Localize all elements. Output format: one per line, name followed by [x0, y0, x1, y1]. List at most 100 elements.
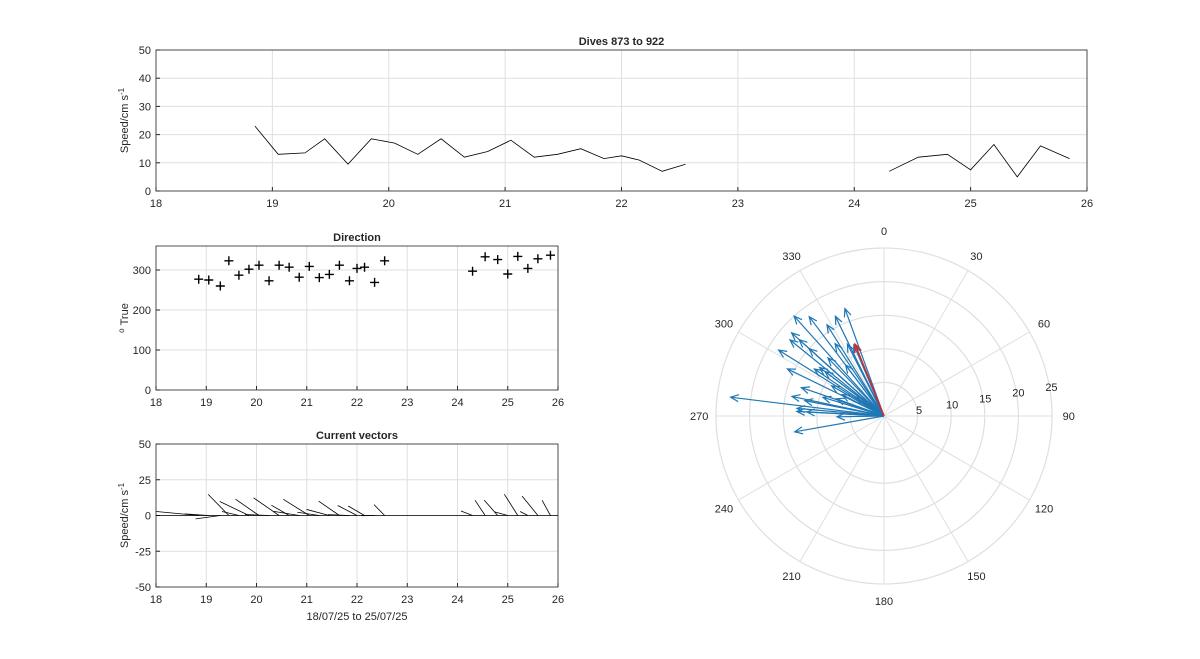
x-axis-label: 18/07/25 to 25/07/25: [307, 611, 408, 623]
x-tick-label: 21: [499, 198, 511, 210]
direction-point: [370, 277, 380, 287]
x-tick-label: 18: [150, 397, 162, 409]
current-vector-stick: [297, 511, 320, 516]
speed-line-segment: [254, 125, 686, 172]
compass-vector-arrow: [834, 314, 885, 417]
direction-point: [503, 269, 513, 279]
y-axis-label-text: Speed/cm s: [119, 490, 131, 549]
theta-tick-label: 270: [690, 411, 708, 423]
polar-ring: [748, 281, 1019, 551]
direction-point: [284, 262, 294, 272]
x-tick-label: 22: [351, 594, 363, 606]
y-tick-label: 200: [133, 305, 151, 317]
direction-point: [274, 260, 284, 270]
direction-point: [224, 256, 234, 266]
x-tick-label: 23: [401, 397, 413, 409]
direction-point: [244, 264, 254, 274]
y-tick-label: 0: [145, 385, 151, 397]
y-axis-label: Speed/cm s-1: [117, 87, 131, 153]
current-vector-stick: [521, 495, 539, 516]
x-tick-label: 23: [732, 198, 744, 210]
y-axis-label: Speed/cm s-1: [117, 482, 131, 548]
y-tick-label: 50: [139, 45, 151, 57]
compass-vector-arrow: [835, 412, 885, 421]
current-vector-stick: [318, 500, 340, 516]
y-tick-label: 20: [139, 130, 151, 142]
current-vector-stick: [474, 499, 486, 516]
x-tick-label: 24: [451, 397, 463, 409]
polar-ring: [715, 247, 1053, 585]
compass-polar-panel: 0 30 60 90 120 150 180 210 240 270 300 330 5 10 15 20 25: [690, 226, 1075, 608]
y-tick-label: -50: [135, 582, 151, 594]
x-tick-label: 22: [351, 397, 363, 409]
current-vector-stick: [253, 497, 280, 516]
axes-box: [155, 49, 1088, 192]
theta-tick-label: 120: [1035, 503, 1053, 515]
direction-point: [234, 270, 244, 280]
x-tick-label: 18: [150, 594, 162, 606]
compass-vector-arrow: [826, 323, 885, 417]
direction-point: [314, 273, 324, 283]
r-tick-label: 15: [979, 393, 991, 405]
x-tick-label: 22: [615, 198, 627, 210]
r-tick-label: 5: [916, 405, 922, 417]
x-tick-label: 21: [301, 397, 313, 409]
compass-vector-arrow: [788, 338, 885, 417]
y-tick-label: 50: [139, 439, 151, 451]
direction-point: [215, 281, 225, 291]
r-tick-label: 20: [1012, 388, 1024, 400]
x-tick-label: 20: [250, 397, 262, 409]
polar-ring: [782, 314, 986, 518]
theta-tick-label: 330: [782, 251, 800, 263]
current-vector-stick: [235, 498, 260, 516]
polar-spoke: [799, 270, 885, 417]
direction-point: [493, 255, 503, 265]
x-tick-label: 25: [502, 397, 514, 409]
chart-title: Dives 873 to 922: [579, 36, 665, 48]
x-tick-label: 20: [250, 594, 262, 606]
compass-vector-arrow: [830, 385, 885, 417]
direction-point: [360, 262, 370, 272]
direction-point: [533, 254, 543, 264]
compass-vector-arrow: [793, 314, 885, 417]
current-vector-stick: [283, 498, 310, 516]
y-axis-label-superscript: -1: [117, 482, 126, 490]
x-tick-label: 26: [1081, 198, 1093, 210]
x-tick-label: 20: [383, 198, 395, 210]
current-vector-stick: [541, 500, 551, 516]
compass-vector-arrow: [777, 349, 885, 417]
y-tick-label: 100: [133, 345, 151, 357]
x-tick-label: 18: [150, 198, 162, 210]
current-vectors-panel: 18 19 20 21 22 23 24 25 26 -50 -25 0 25 50 Current vec…: [117, 430, 564, 623]
x-tick-label: 24: [451, 594, 463, 606]
compass-vector-arrow: [803, 398, 885, 417]
current-vector-stick: [483, 499, 499, 516]
direction-point: [194, 274, 204, 284]
current-vector-stick: [244, 514, 270, 516]
theta-tick-label: 240: [715, 503, 733, 515]
polar-spoke: [883, 331, 1030, 417]
polar-spoke: [799, 415, 885, 562]
y-tick-label: -25: [135, 546, 151, 558]
current-vector-stick: [460, 510, 473, 516]
current-vector-stick: [328, 514, 350, 516]
direction-point: [334, 260, 344, 270]
current-vector-stick: [519, 511, 529, 516]
current-vector-stick: [195, 515, 221, 520]
compass-vector-arrow: [835, 397, 885, 417]
y-tick-label: 40: [139, 73, 151, 85]
current-vector-stick: [348, 505, 365, 516]
x-tick-label: 24: [848, 198, 860, 210]
compass-vector-arrow: [786, 368, 885, 417]
direction-point: [513, 251, 523, 261]
theta-tick-label: 300: [715, 319, 733, 331]
direction-scatter-panel: 18 19 20 21 22 23 24 25 26 0 100 200 300 Direction o Tr…: [117, 232, 564, 409]
y-tick-label: 30: [139, 101, 151, 113]
direction-point: [468, 266, 478, 276]
current-vector-stick: [221, 511, 240, 516]
y-axis-label-text: Speed/cm s: [119, 95, 131, 154]
y-tick-label: 0: [145, 511, 151, 523]
y-tick-label: 10: [139, 158, 151, 170]
direction-point: [204, 275, 214, 285]
